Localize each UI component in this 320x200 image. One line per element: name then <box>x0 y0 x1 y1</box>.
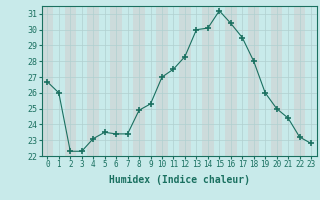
Bar <box>271 6 282 156</box>
Bar <box>156 6 168 156</box>
Bar <box>202 6 214 156</box>
Bar <box>87 6 99 156</box>
Bar <box>248 6 260 156</box>
Bar <box>294 6 305 156</box>
Bar <box>65 6 76 156</box>
Bar <box>179 6 191 156</box>
Bar <box>110 6 122 156</box>
X-axis label: Humidex (Indice chaleur): Humidex (Indice chaleur) <box>109 175 250 185</box>
Bar <box>133 6 145 156</box>
Bar <box>225 6 236 156</box>
Bar <box>42 6 53 156</box>
